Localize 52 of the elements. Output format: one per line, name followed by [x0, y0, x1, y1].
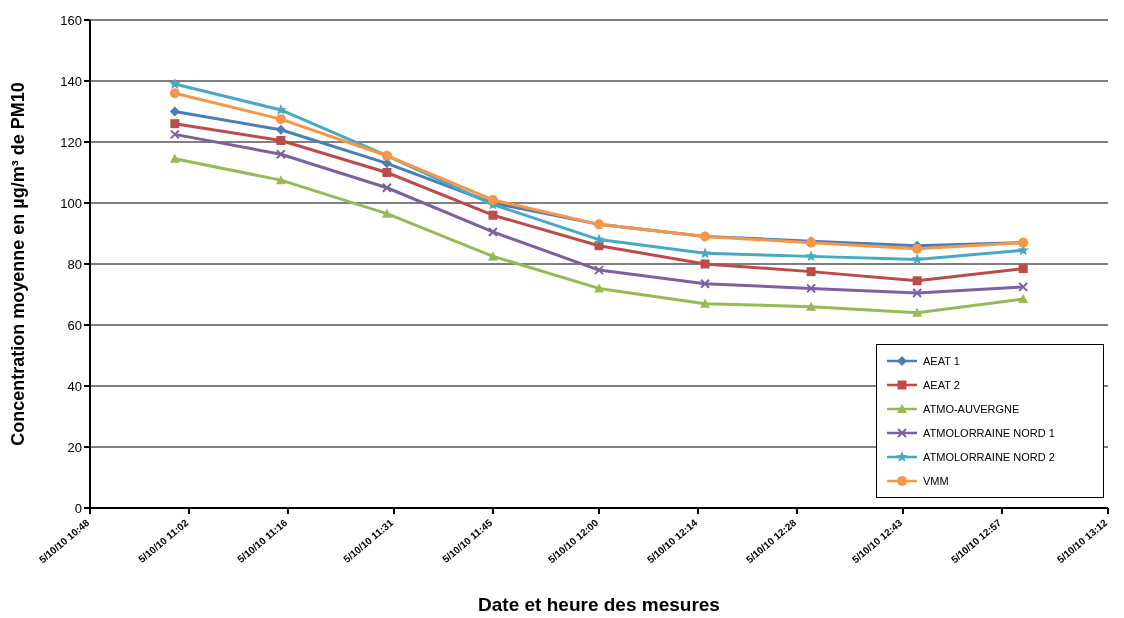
point	[912, 307, 923, 317]
y-axis-title: Concentration moyenne en µg/m³ de PM10	[8, 82, 29, 446]
point	[912, 276, 922, 286]
y-tick-label: 60	[67, 317, 82, 333]
point	[276, 135, 286, 145]
point	[275, 114, 286, 125]
point	[169, 153, 180, 163]
point	[1018, 281, 1029, 292]
point	[169, 78, 181, 89]
point	[699, 247, 711, 259]
y-tick-label: 100	[60, 195, 82, 211]
point	[1018, 264, 1028, 274]
point	[594, 283, 604, 293]
y-tick-label: 0	[74, 500, 82, 516]
point	[487, 194, 498, 205]
y-tick-label: 20	[67, 439, 82, 455]
point	[806, 301, 817, 311]
y-tick-label: 160	[60, 12, 82, 28]
point	[381, 182, 392, 193]
point	[275, 175, 286, 185]
point	[488, 210, 498, 220]
point	[275, 124, 286, 135]
point	[700, 259, 710, 269]
x-axis-title: Date et heure des mesures	[478, 594, 720, 615]
point	[381, 208, 392, 218]
point	[806, 283, 817, 294]
point	[275, 149, 286, 160]
point	[487, 226, 498, 237]
y-tick-label: 40	[67, 378, 82, 394]
point	[487, 251, 498, 261]
y-tick-label: 120	[60, 134, 82, 150]
point	[1018, 294, 1029, 304]
legend-label: AEAT 1	[923, 355, 960, 367]
point	[382, 168, 392, 177]
point	[805, 250, 817, 262]
legend-label: ATMOLORRAINE NORD 1	[923, 427, 1055, 439]
legend-label: AEAT 2	[923, 379, 960, 391]
point	[169, 129, 180, 140]
y-tick-label: 140	[60, 73, 82, 89]
y-tick-label: 80	[67, 256, 82, 272]
point	[169, 106, 180, 117]
legend-label: VMM	[923, 475, 949, 487]
point	[806, 267, 816, 277]
point	[170, 119, 180, 129]
legend-label: ATMO-AUVERGNE	[923, 403, 1020, 415]
point	[912, 287, 923, 298]
point	[700, 298, 711, 308]
point	[169, 88, 180, 99]
legend-label: ATMOLORRAINE NORD 2	[923, 451, 1055, 463]
point	[594, 265, 604, 276]
point	[911, 253, 923, 265]
point	[700, 278, 711, 289]
